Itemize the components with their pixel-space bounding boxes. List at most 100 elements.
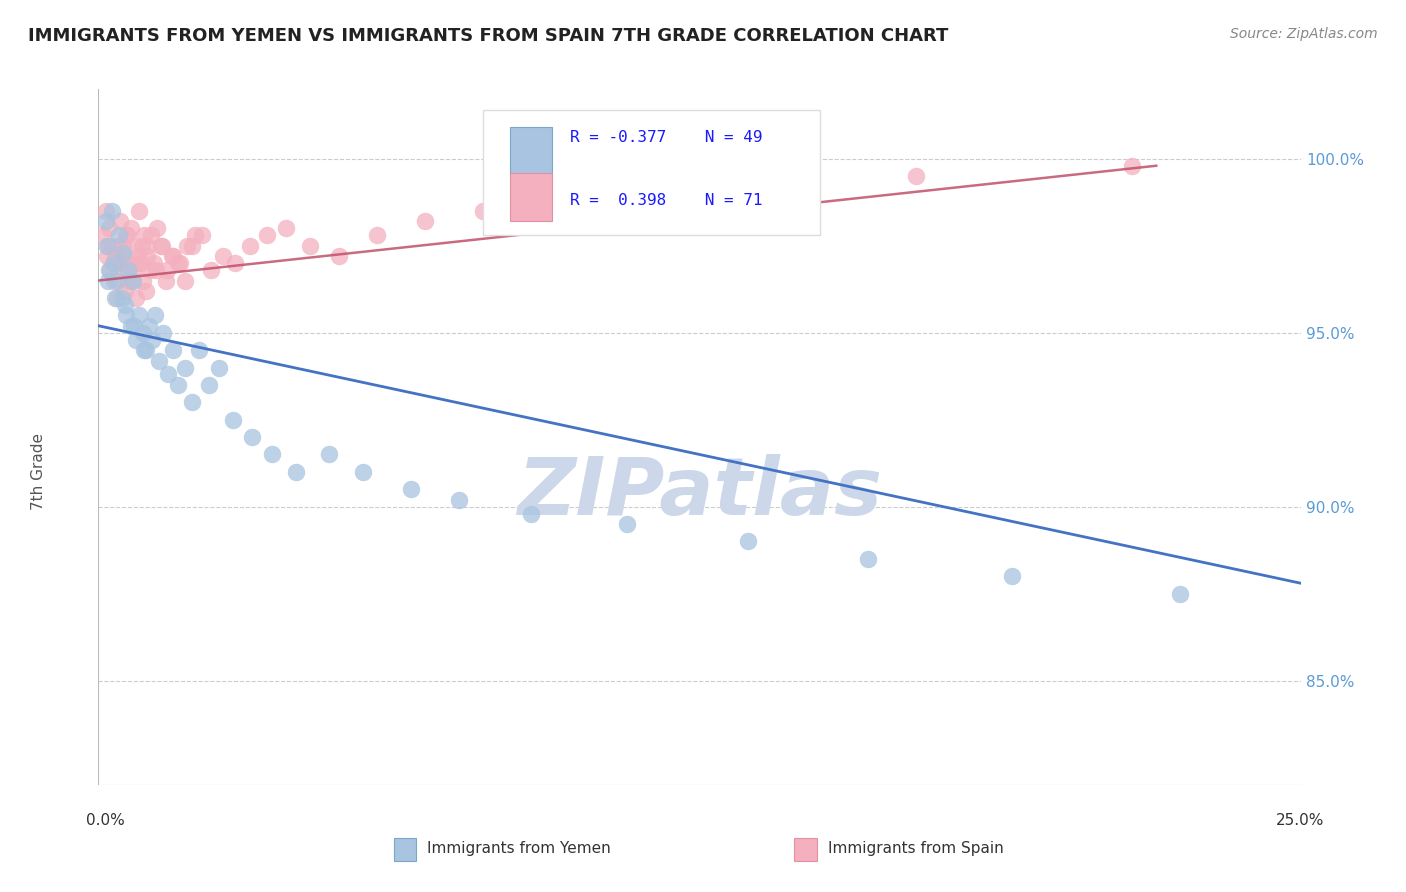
Text: Source: ZipAtlas.com: Source: ZipAtlas.com: [1230, 27, 1378, 41]
Point: [183, 228, 205, 243]
Point: [904, 169, 927, 184]
Point: [544, 194, 567, 208]
Point: [132, 228, 155, 243]
Point: [616, 517, 638, 532]
Point: [107, 228, 129, 243]
Point: [472, 204, 495, 219]
Point: [100, 263, 122, 277]
Point: [1170, 587, 1192, 601]
Point: [640, 186, 662, 201]
Point: [200, 263, 222, 277]
Point: [128, 204, 150, 219]
Point: [101, 204, 124, 219]
Point: [284, 465, 307, 479]
Text: R = -0.377    N = 49: R = -0.377 N = 49: [569, 130, 762, 145]
Point: [124, 318, 146, 333]
Point: [107, 256, 129, 270]
Point: [222, 413, 245, 427]
Point: [856, 552, 879, 566]
Text: Immigrants from Yemen: Immigrants from Yemen: [427, 841, 612, 855]
Bar: [509, 173, 551, 221]
Point: [101, 239, 124, 253]
Point: [298, 239, 321, 253]
Point: [103, 274, 125, 288]
Text: ZIPatlas: ZIPatlas: [517, 454, 882, 532]
Point: [96, 249, 118, 263]
Point: [124, 239, 146, 253]
FancyBboxPatch shape: [484, 110, 820, 235]
Point: [117, 263, 139, 277]
Point: [198, 378, 221, 392]
Point: [155, 274, 177, 288]
Point: [166, 378, 188, 392]
Point: [98, 221, 121, 235]
Point: [143, 309, 166, 323]
Point: [112, 245, 135, 260]
Point: [115, 228, 138, 243]
Point: [148, 353, 170, 368]
Point: [399, 483, 422, 497]
Point: [142, 256, 165, 270]
Point: [737, 534, 759, 549]
Point: [520, 507, 543, 521]
Point: [120, 221, 142, 235]
Point: [129, 256, 152, 270]
Point: [104, 249, 127, 263]
Point: [181, 395, 204, 409]
Point: [105, 291, 128, 305]
Text: Immigrants from Spain: Immigrants from Spain: [828, 841, 1004, 855]
Point: [97, 274, 120, 288]
Point: [120, 318, 142, 333]
Point: [135, 343, 157, 358]
Point: [111, 249, 134, 263]
Point: [107, 239, 129, 253]
Point: [162, 249, 184, 263]
Point: [105, 274, 128, 288]
Point: [415, 214, 437, 228]
Point: [181, 239, 204, 253]
Point: [149, 239, 172, 253]
Point: [97, 239, 120, 253]
Point: [176, 239, 198, 253]
Point: [135, 249, 157, 263]
Point: [256, 228, 278, 243]
Point: [117, 228, 139, 243]
Point: [131, 326, 153, 340]
Point: [128, 309, 150, 323]
Point: [208, 360, 231, 375]
Point: [108, 214, 131, 228]
Point: [136, 239, 159, 253]
Point: [121, 274, 143, 288]
Point: [174, 360, 197, 375]
Point: [94, 204, 117, 219]
Point: [1001, 569, 1024, 583]
Point: [240, 430, 263, 444]
Point: [132, 343, 155, 358]
Text: 0.0%: 0.0%: [86, 814, 125, 828]
Point: [160, 249, 183, 263]
Point: [1121, 159, 1143, 173]
Point: [122, 263, 145, 277]
Point: [761, 179, 783, 194]
Point: [152, 326, 174, 340]
Point: [146, 221, 169, 235]
Point: [101, 256, 124, 270]
Point: [110, 291, 132, 305]
Point: [114, 298, 136, 312]
Point: [115, 309, 138, 323]
Point: [96, 239, 118, 253]
Point: [260, 448, 283, 462]
Point: [122, 274, 145, 288]
Point: [104, 291, 127, 305]
Point: [156, 263, 179, 277]
Point: [131, 239, 153, 253]
Point: [191, 228, 214, 243]
Point: [112, 239, 135, 253]
Point: [318, 448, 340, 462]
Point: [212, 249, 235, 263]
Point: [125, 256, 148, 270]
Point: [157, 368, 180, 382]
Point: [239, 239, 262, 253]
Point: [174, 274, 197, 288]
Point: [94, 214, 117, 228]
